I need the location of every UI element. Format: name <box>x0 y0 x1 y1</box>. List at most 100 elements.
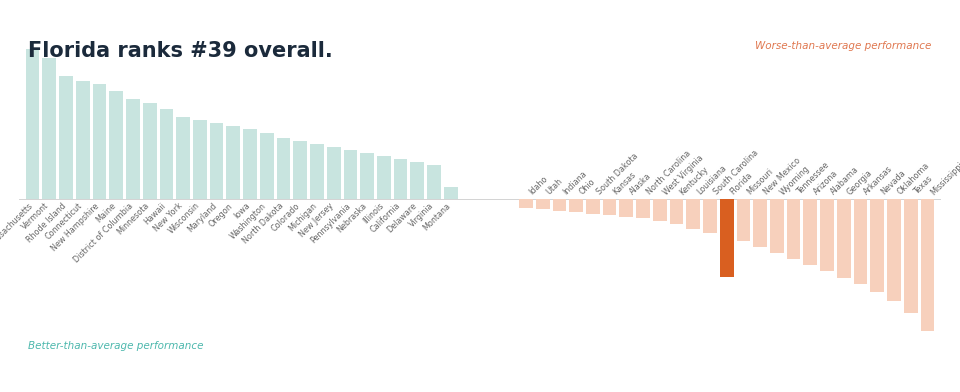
Bar <box>209 123 224 199</box>
Text: Nevada: Nevada <box>879 169 907 197</box>
Bar <box>126 99 140 199</box>
Text: Ohio: Ohio <box>578 177 597 197</box>
Text: Tennessee: Tennessee <box>795 161 831 197</box>
Bar <box>619 199 634 217</box>
Bar <box>770 199 783 253</box>
Bar <box>536 199 549 209</box>
Bar <box>243 129 257 199</box>
Text: New York: New York <box>153 201 184 234</box>
Text: Oklahoma: Oklahoma <box>896 161 931 197</box>
Text: Worse-than-average performance: Worse-than-average performance <box>756 41 931 51</box>
Text: Colorado: Colorado <box>270 201 301 233</box>
Text: Wisconsin: Wisconsin <box>167 201 202 236</box>
Text: New Hampshire: New Hampshire <box>50 201 101 252</box>
Text: North Dakota: North Dakota <box>241 201 285 245</box>
Text: Arizona: Arizona <box>812 169 840 197</box>
Text: Kentucky: Kentucky <box>678 165 710 197</box>
Bar <box>921 199 934 331</box>
Text: North Carolina: North Carolina <box>645 149 692 197</box>
Bar <box>394 159 407 199</box>
Text: Texas: Texas <box>912 175 934 197</box>
Bar <box>60 76 73 199</box>
Text: District of Columbia: District of Columbia <box>72 201 134 264</box>
Text: South Carolina: South Carolina <box>711 149 759 197</box>
Bar <box>344 150 357 199</box>
Text: Maryland: Maryland <box>185 201 218 234</box>
Bar <box>294 141 307 199</box>
Text: Florida ranks #39 overall.: Florida ranks #39 overall. <box>29 41 333 61</box>
Bar <box>603 199 616 216</box>
Bar <box>553 199 566 211</box>
Bar <box>109 91 123 199</box>
Bar <box>411 162 424 199</box>
Text: Wyoming: Wyoming <box>779 163 812 197</box>
Text: Maine: Maine <box>94 201 118 225</box>
Text: Indiana: Indiana <box>562 169 588 197</box>
Text: West Virginia: West Virginia <box>661 153 705 197</box>
Text: Alabama: Alabama <box>828 165 860 197</box>
Text: Delaware: Delaware <box>386 201 419 234</box>
Bar <box>260 133 274 199</box>
Bar <box>736 199 751 241</box>
Bar <box>143 103 156 199</box>
Text: Utah: Utah <box>544 177 564 197</box>
Text: New Mexico: New Mexico <box>762 156 803 197</box>
Bar <box>871 199 884 292</box>
Bar <box>787 199 801 259</box>
Text: Better-than-average performance: Better-than-average performance <box>29 341 204 351</box>
Text: New Jersey: New Jersey <box>298 201 335 239</box>
Bar <box>653 199 666 221</box>
Text: Iowa: Iowa <box>232 201 252 221</box>
Bar <box>586 199 600 214</box>
Text: Louisiana: Louisiana <box>695 163 728 197</box>
Text: Vermont: Vermont <box>20 201 51 232</box>
Bar <box>227 126 240 199</box>
Bar <box>42 58 57 199</box>
Text: Montana: Montana <box>421 201 452 232</box>
Text: Kansas: Kansas <box>612 171 637 197</box>
Bar <box>326 147 341 199</box>
Bar <box>310 143 324 199</box>
Bar <box>519 199 533 208</box>
Text: South Dakota: South Dakota <box>594 152 639 197</box>
Bar <box>76 81 89 199</box>
Bar <box>177 117 190 199</box>
Text: Hawaii: Hawaii <box>143 201 168 227</box>
Bar <box>887 199 900 301</box>
Bar <box>820 199 834 271</box>
Text: Nebraska: Nebraska <box>335 201 369 234</box>
Bar <box>720 199 733 277</box>
Text: Georgia: Georgia <box>846 168 875 197</box>
Bar <box>276 138 290 199</box>
Text: Connecticut: Connecticut <box>44 201 84 241</box>
Text: Washington: Washington <box>228 201 269 241</box>
Bar <box>377 156 391 199</box>
Text: Massachusetts: Massachusetts <box>0 201 35 249</box>
Text: California: California <box>369 201 402 235</box>
Text: Minnesota: Minnesota <box>116 201 152 237</box>
Bar <box>360 152 374 199</box>
Text: Pennsylvania: Pennsylvania <box>308 201 352 245</box>
Text: Virginia: Virginia <box>408 201 436 229</box>
Bar <box>444 187 458 199</box>
Bar <box>903 199 918 313</box>
Bar <box>703 199 717 233</box>
Bar <box>804 199 817 265</box>
Bar <box>853 199 868 284</box>
Bar <box>837 199 851 278</box>
Bar <box>92 84 107 199</box>
Text: Rhode Island: Rhode Island <box>25 201 68 244</box>
Text: Mississippi: Mississippi <box>929 160 960 197</box>
Text: Florida: Florida <box>729 171 755 197</box>
Bar <box>754 199 767 247</box>
Bar <box>159 109 173 199</box>
Text: Arkansas: Arkansas <box>862 164 895 197</box>
Bar <box>569 199 583 212</box>
Bar <box>193 120 206 199</box>
Bar <box>26 49 39 199</box>
Bar <box>670 199 684 225</box>
Text: Alaska: Alaska <box>628 172 653 197</box>
Text: Missouri: Missouri <box>745 167 775 197</box>
Text: Oregon: Oregon <box>207 201 235 229</box>
Bar <box>636 199 650 218</box>
